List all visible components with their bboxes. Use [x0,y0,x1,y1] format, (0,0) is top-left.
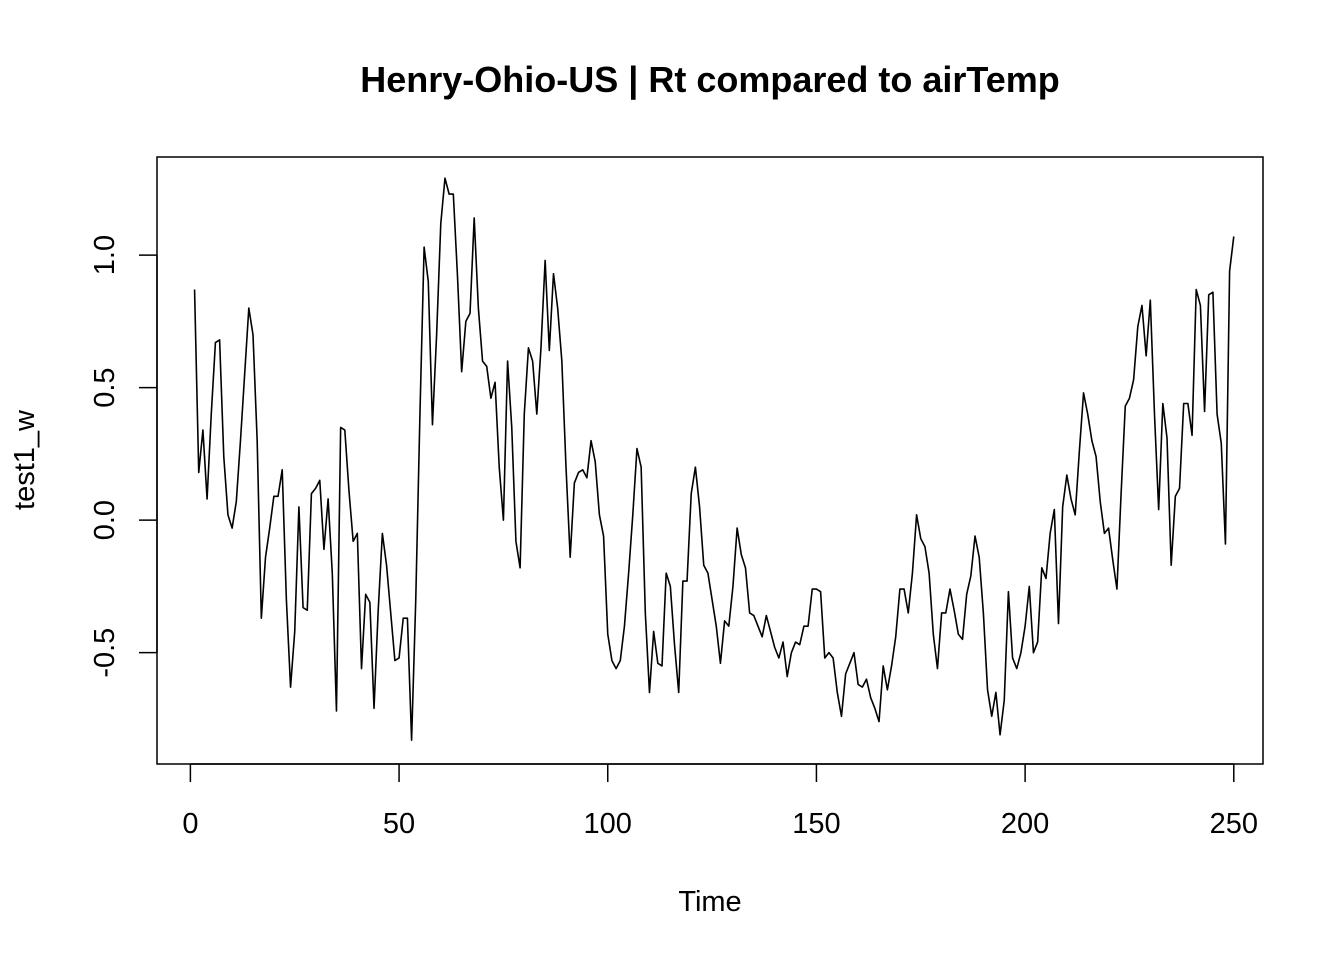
series-layer [193,177,1235,741]
y-tick-label: 1.0 [89,235,121,275]
x-tick-label: 200 [1001,808,1049,840]
chart-title: Henry-Ohio-US | Rt compared to airTemp [360,59,1060,101]
x-axis: 0 50 100 150 200 250 [182,763,1258,840]
x-tick-label: 50 [383,808,415,840]
x-tick-label: 250 [1210,808,1258,840]
y-axis-label: test1_w [9,409,41,510]
y-tick-label: 0.0 [89,500,121,540]
y-tick-label: 0.5 [89,367,121,407]
x-axis-label: Time [678,886,741,918]
x-tick-label: 0 [182,808,198,840]
y-tick-label: -0.5 [89,628,121,678]
series-line [193,177,1235,741]
x-tick-label: 100 [584,808,632,840]
x-tick-label: 150 [792,808,840,840]
y-axis: -0.5 0.0 0.5 1.0 [89,235,158,678]
